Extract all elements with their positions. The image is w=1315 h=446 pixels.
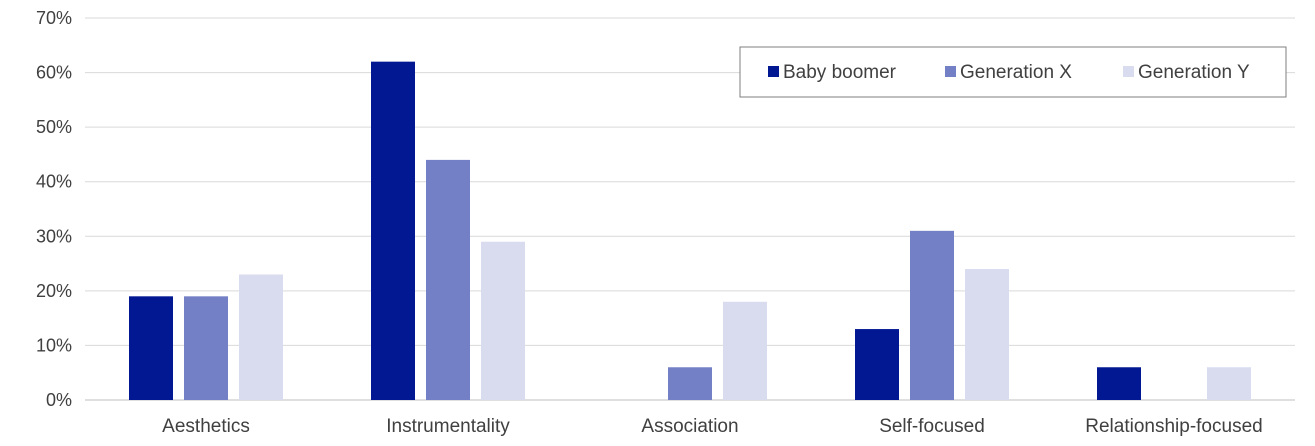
bar-generation-y-aesthetics xyxy=(239,274,283,400)
y-tick-label: 0% xyxy=(46,390,72,410)
legend-swatch-generation-y xyxy=(1123,66,1134,77)
bar-baby-boomer-self-focused xyxy=(855,329,899,400)
legend-label-baby-boomer: Baby boomer xyxy=(783,62,897,83)
x-tick-label-self-focused: Self-focused xyxy=(879,416,985,437)
bar-baby-boomer-instrumentality xyxy=(371,61,415,401)
bar-generation-y-relationship-focused xyxy=(1207,367,1251,400)
bar-generation-x-association xyxy=(668,367,712,400)
legend-label-generation-y: Generation Y xyxy=(1138,62,1250,83)
x-tick-label-relationship-focused: Relationship-focused xyxy=(1085,416,1262,437)
bar-generation-y-association xyxy=(723,301,767,400)
y-axis: 0% 10% 20% 30% 40% 50% 60% 70% xyxy=(36,8,72,410)
legend-swatch-baby-boomer xyxy=(768,66,779,77)
bar-layer xyxy=(129,61,1251,401)
bar-baby-boomer-relationship-focused xyxy=(1097,367,1141,400)
bar-generation-y-instrumentality xyxy=(481,241,525,400)
bar-generation-x-self-focused xyxy=(910,230,954,400)
y-tick-label: 50% xyxy=(36,117,72,137)
bar-baby-boomer-aesthetics xyxy=(129,296,173,400)
y-tick-label: 40% xyxy=(36,172,72,192)
legend: Baby boomer Generation X Generation Y xyxy=(739,46,1287,98)
y-tick-label: 30% xyxy=(36,226,72,246)
legend-label-generation-x: Generation X xyxy=(960,62,1072,83)
y-tick-label: 20% xyxy=(36,281,72,301)
x-tick-label-aesthetics: Aesthetics xyxy=(162,416,250,437)
x-tick-label-association: Association xyxy=(641,416,738,437)
bar-generation-x-instrumentality xyxy=(426,159,470,400)
y-tick-label: 10% xyxy=(36,335,72,355)
x-axis: Aesthetics Instrumentality Association Self… xyxy=(162,416,1263,437)
bar-generation-x-aesthetics xyxy=(184,296,228,400)
y-tick-label: 70% xyxy=(36,8,72,28)
y-tick-label: 60% xyxy=(36,63,72,83)
legend-swatch-generation-x xyxy=(945,66,956,77)
grid-layer xyxy=(85,17,1295,401)
bar-generation-y-self-focused xyxy=(965,269,1009,400)
legend-box xyxy=(739,46,1287,98)
x-tick-label-instrumentality: Instrumentality xyxy=(386,416,510,437)
